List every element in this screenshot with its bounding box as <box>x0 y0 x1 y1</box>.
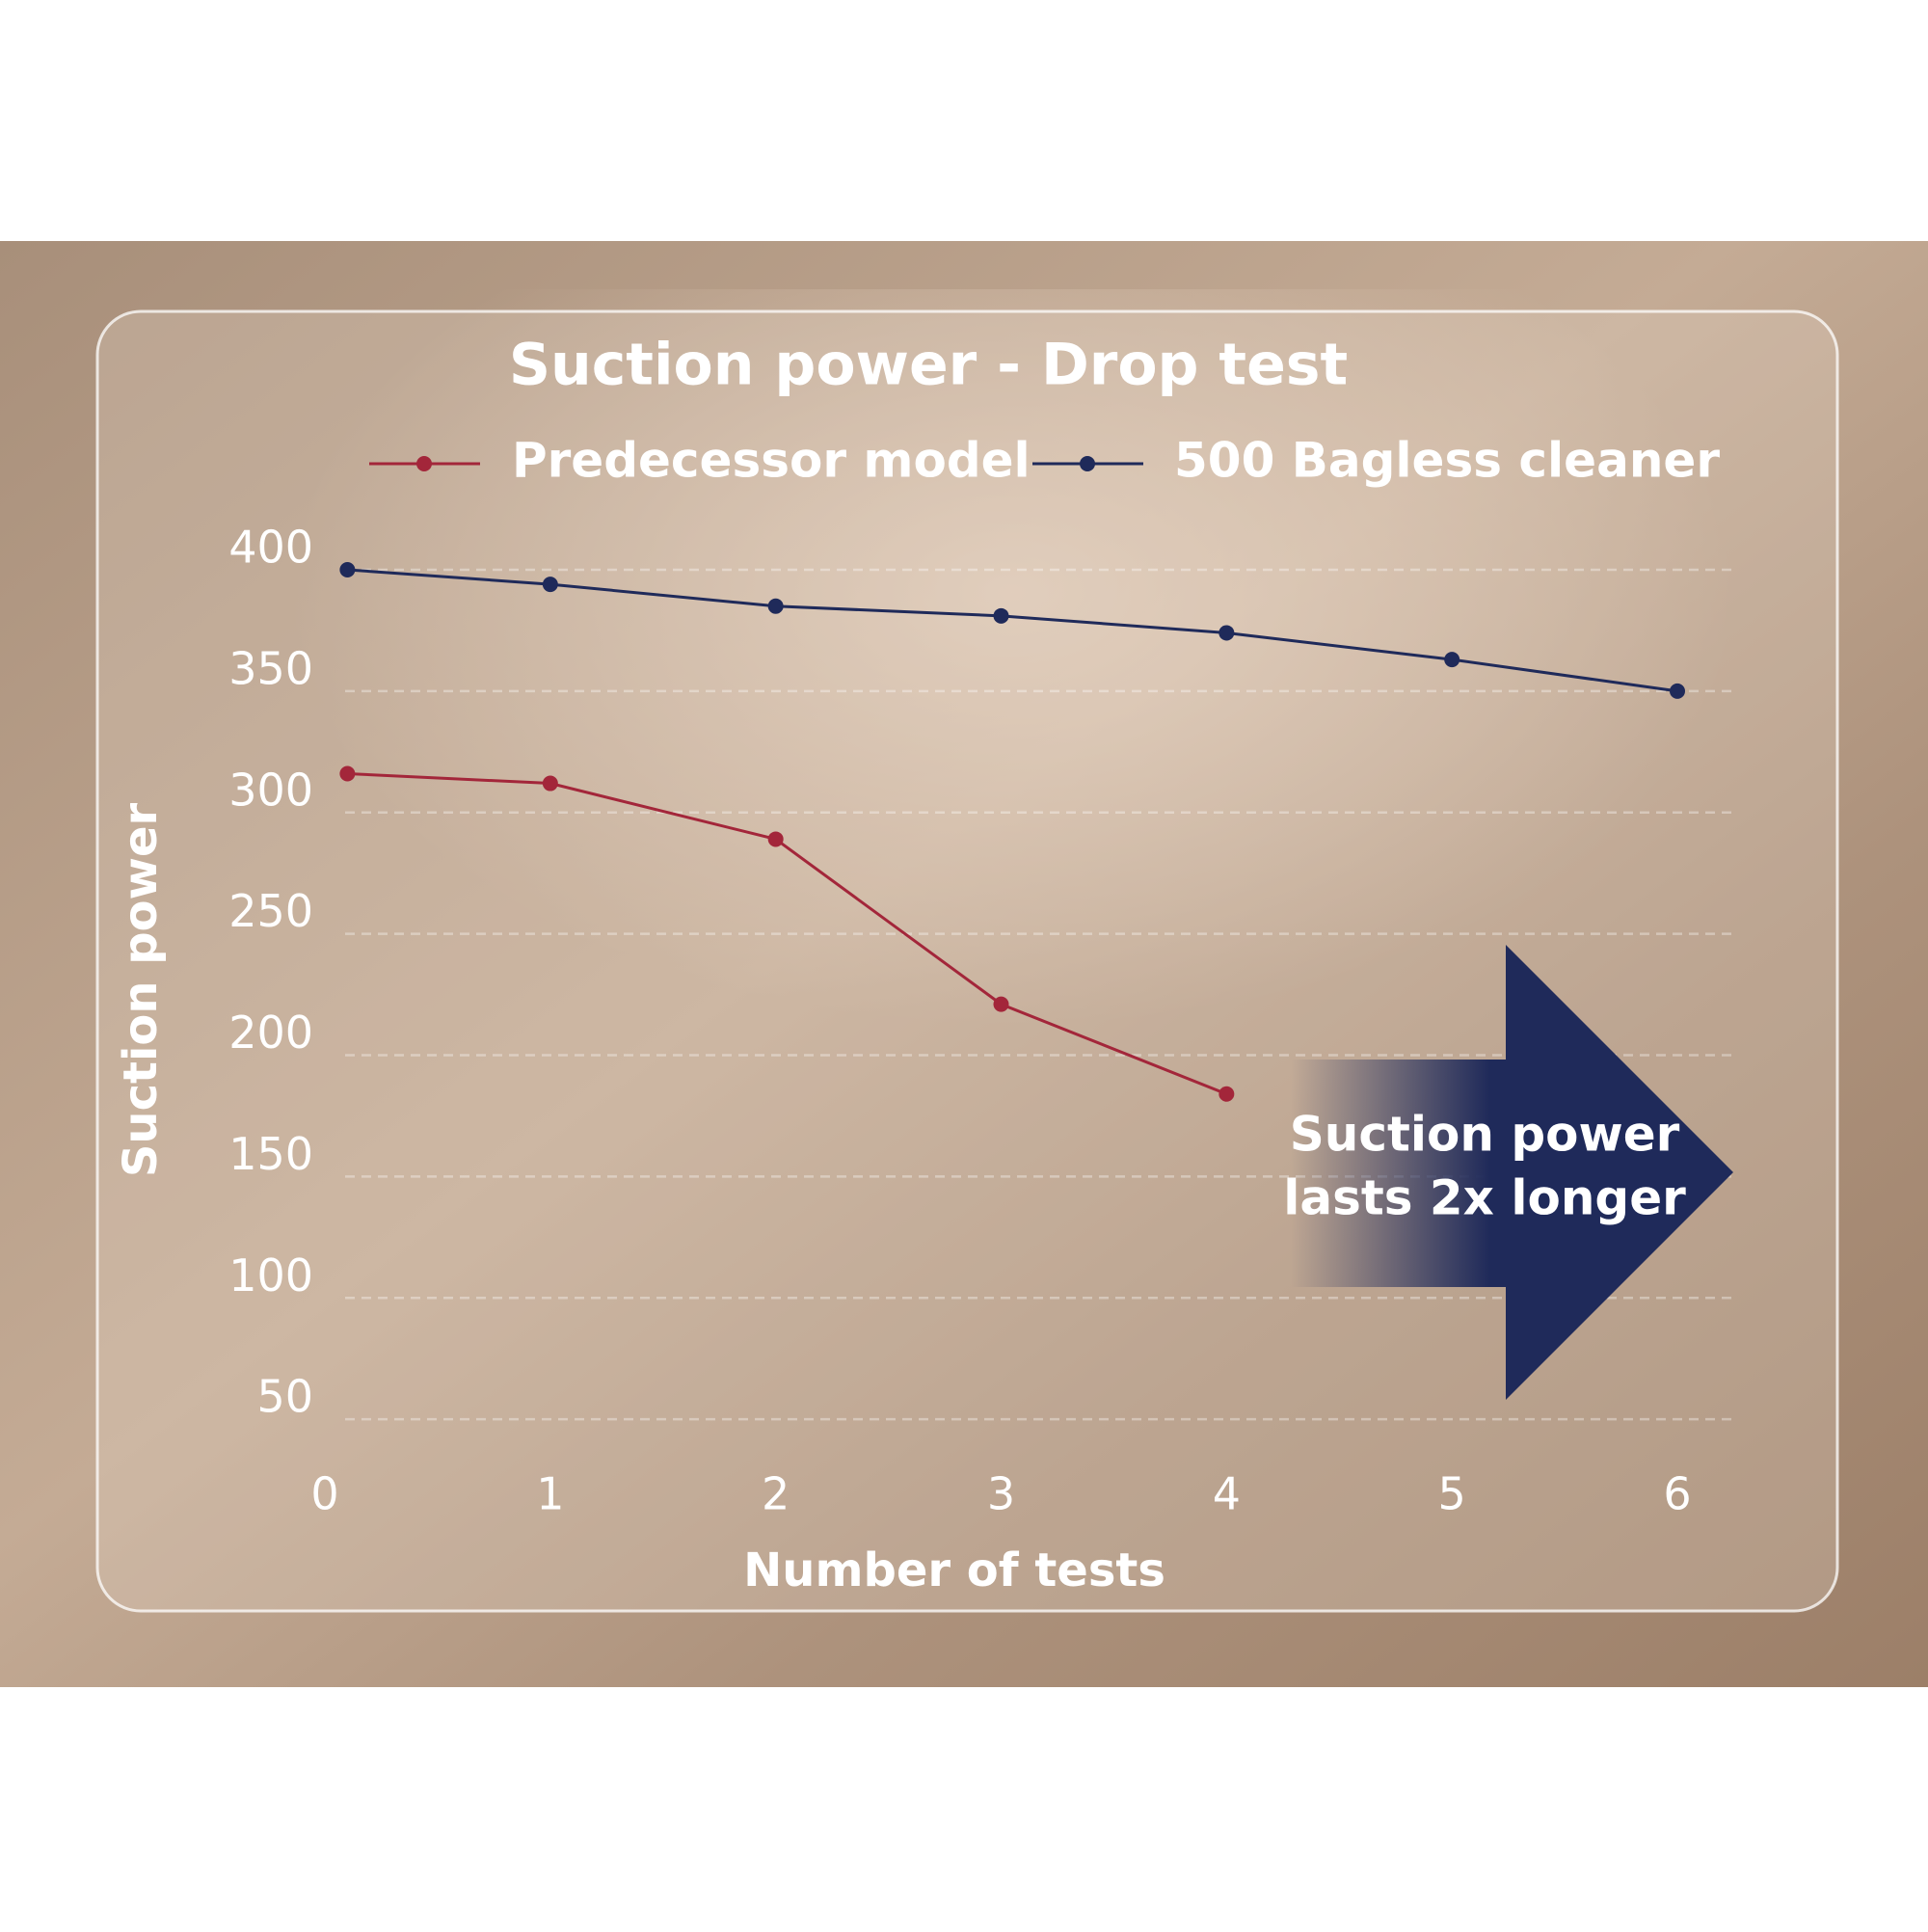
x-tick-label: 4 <box>1213 1468 1241 1520</box>
y-tick-label: 200 <box>228 1006 313 1059</box>
data-point <box>542 577 558 593</box>
x-tick-label: 5 <box>1438 1468 1466 1520</box>
data-point <box>339 765 356 782</box>
data-point <box>767 598 784 614</box>
annotation: lasts 2x longer <box>1283 1170 1686 1226</box>
y-tick-label: 150 <box>228 1128 313 1180</box>
x-axis-title: Number of tests <box>743 1543 1165 1597</box>
y-tick-label: 350 <box>228 642 313 694</box>
x-tick-label: 6 <box>1663 1468 1691 1520</box>
data-point <box>993 996 1009 1012</box>
x-tick-label: 2 <box>762 1468 790 1520</box>
y-tick-label: 100 <box>228 1249 313 1301</box>
data-point <box>542 775 558 792</box>
arrow <box>1291 945 1733 1400</box>
data-point <box>339 562 356 577</box>
x-tick-label: 3 <box>987 1468 1015 1520</box>
chart-title: Suction power - Drop test <box>509 332 1348 399</box>
data-point <box>1444 652 1460 668</box>
y-tick-label: 300 <box>228 764 313 816</box>
y-tick-label: 250 <box>228 885 313 937</box>
panel <box>95 309 1839 1613</box>
x-tick-label: 0 <box>310 1468 338 1520</box>
light-glow <box>289 289 1735 1157</box>
legend-marker <box>416 456 432 471</box>
data-point <box>1670 683 1685 699</box>
data-point <box>1218 1086 1235 1102</box>
x-tick-label: 1 <box>536 1468 564 1520</box>
data-point <box>993 607 1009 624</box>
legend-marker <box>1080 456 1095 471</box>
legend-label: 500 Bagless cleaner <box>1174 433 1720 489</box>
data-point <box>1218 625 1235 641</box>
annotation: Suction power <box>1290 1107 1680 1163</box>
y-tick-label: 400 <box>228 522 313 574</box>
data-point <box>767 831 784 847</box>
y-tick-label: 50 <box>256 1371 313 1423</box>
arrow-shape <box>1291 945 1733 1400</box>
y-axis-title: Suction power <box>114 802 168 1177</box>
legend-label: Predecessor model <box>512 433 1031 489</box>
